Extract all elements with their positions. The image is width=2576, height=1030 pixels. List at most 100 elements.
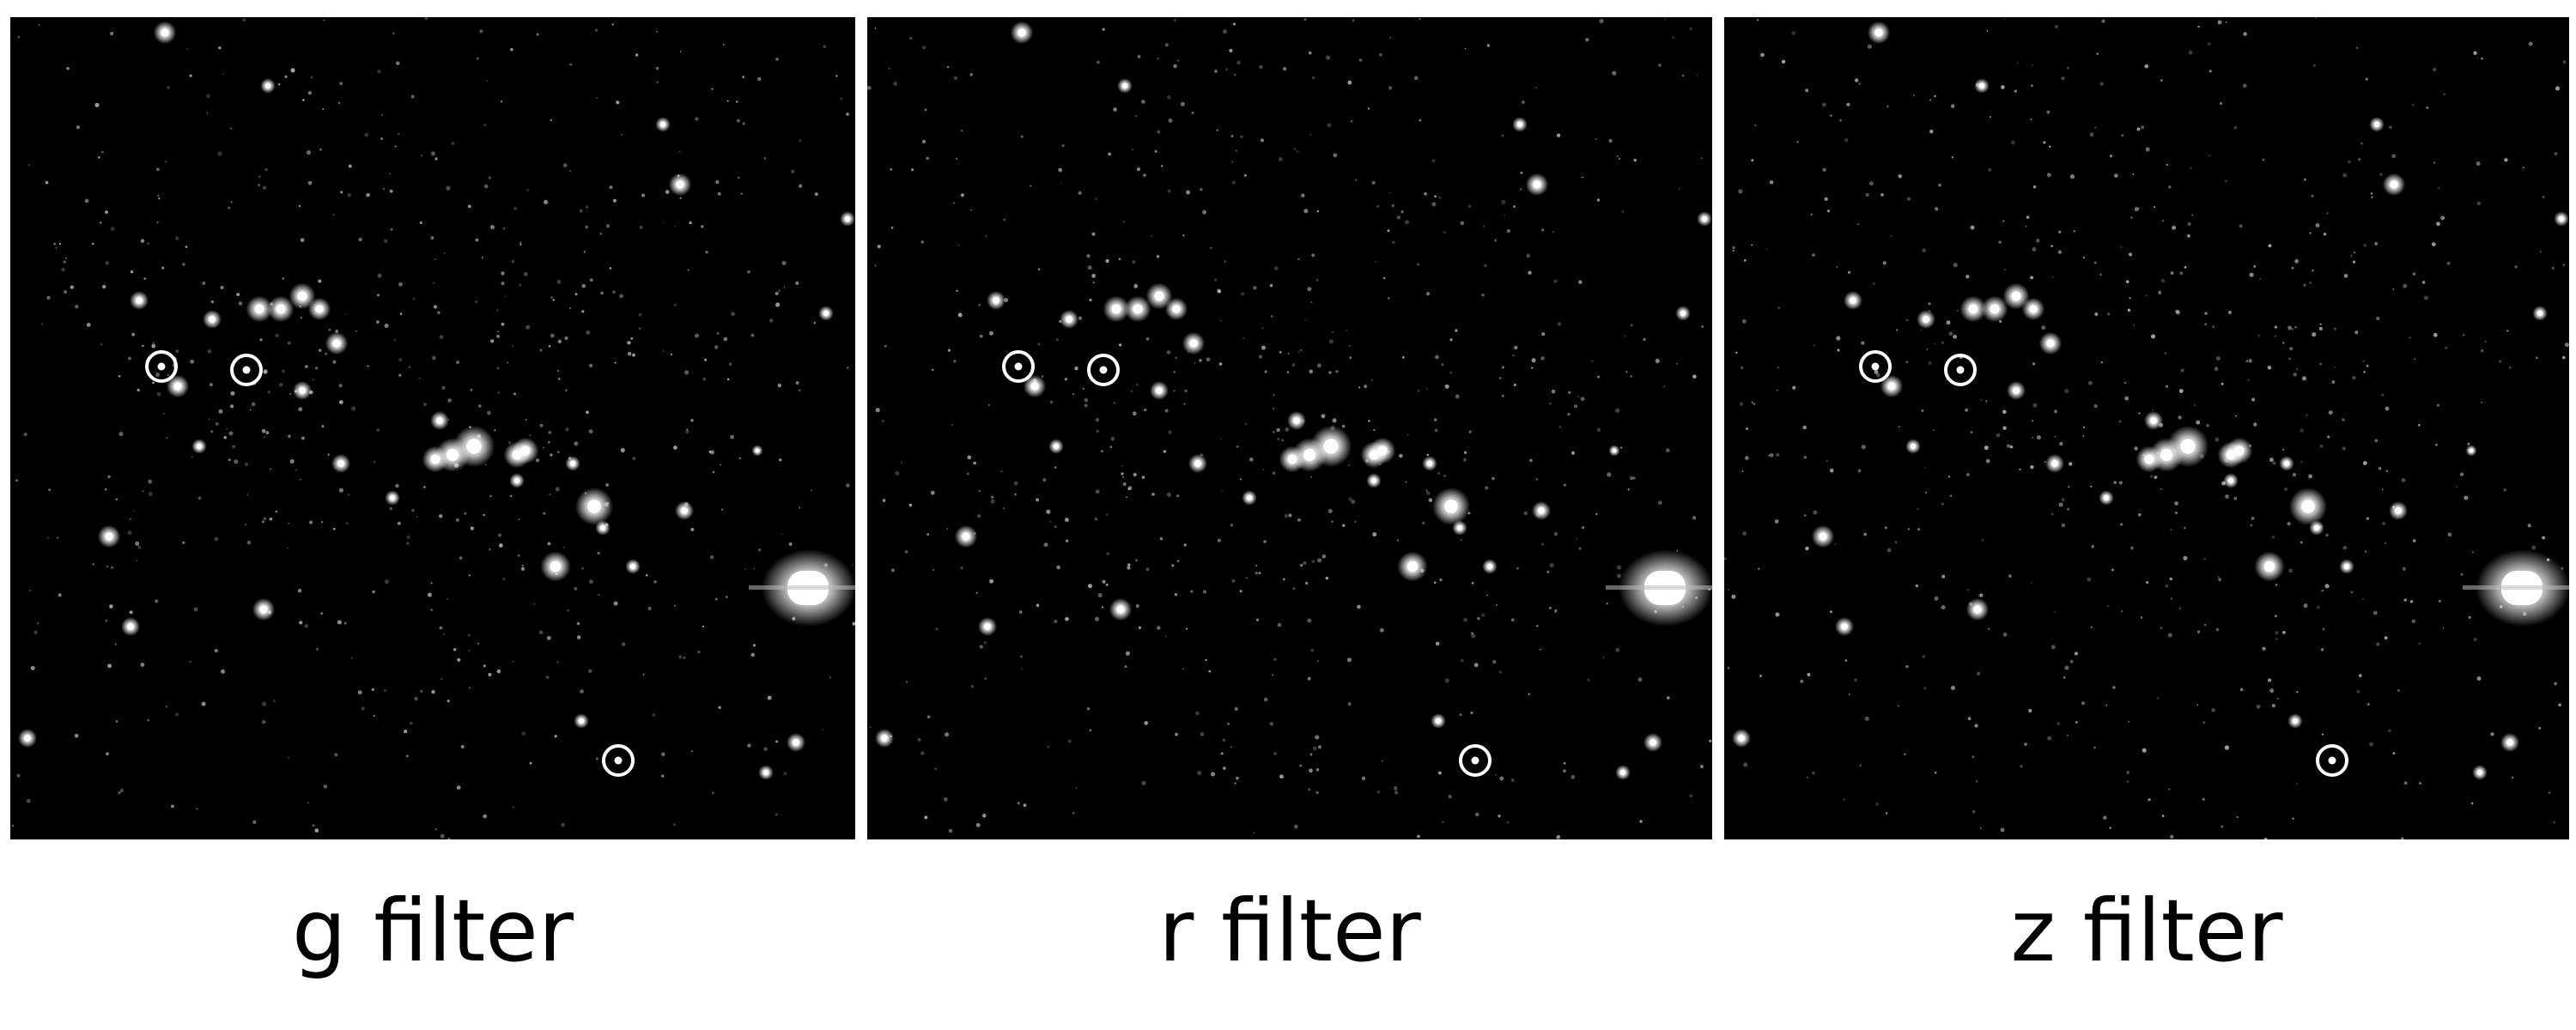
faint-star	[1309, 753, 1313, 756]
faint-star	[1186, 190, 1191, 195]
faint-star	[2356, 689, 2360, 694]
faint-star	[1444, 678, 1449, 683]
faint-star	[2445, 346, 2448, 349]
faint-star	[2257, 334, 2260, 337]
faint-star	[2442, 627, 2445, 629]
faint-star	[483, 124, 487, 127]
faint-star	[2242, 83, 2247, 88]
faint-star	[2509, 367, 2512, 369]
faint-star	[2473, 638, 2477, 642]
faint-star	[846, 483, 850, 488]
faint-star	[1273, 266, 1279, 270]
faint-star	[1400, 210, 1404, 214]
faint-star	[1255, 564, 1258, 566]
faint-star	[1803, 456, 1807, 459]
faint-star	[455, 518, 459, 523]
faint-star	[2054, 435, 2057, 438]
faint-star	[569, 170, 571, 173]
faint-star	[1504, 215, 1505, 217]
faint-star	[2374, 241, 2379, 245]
faint-star	[1287, 352, 1291, 355]
faint-star	[2436, 403, 2439, 407]
faint-star	[1574, 404, 1578, 409]
faint-star	[2178, 607, 2181, 609]
faint-star	[1630, 324, 1633, 327]
faint-star	[2402, 566, 2406, 571]
faint-star	[1941, 502, 1944, 506]
faint-star	[2239, 224, 2243, 228]
faint-star	[1627, 488, 1630, 491]
faint-star	[1020, 135, 1024, 138]
faint-star	[142, 344, 144, 348]
faint-star	[2067, 507, 2070, 511]
faint-star	[1728, 589, 1729, 591]
faint-star	[2179, 271, 2184, 276]
faint-star	[1951, 156, 1954, 159]
faint-star	[1262, 469, 1265, 471]
faint-star	[1731, 594, 1736, 599]
faint-star	[1084, 403, 1088, 408]
faint-star	[967, 455, 972, 460]
faint-star	[956, 157, 958, 160]
faint-star	[347, 193, 351, 197]
faint-star	[1037, 268, 1041, 271]
faint-star	[1163, 450, 1167, 453]
faint-star	[1905, 360, 1908, 363]
bright-star	[2283, 460, 2290, 467]
faint-star	[1912, 94, 1916, 97]
faint-star	[526, 189, 529, 191]
faint-star	[1880, 192, 1884, 197]
caption-z-filter: z filter	[2010, 881, 2283, 981]
faint-star	[701, 225, 704, 228]
faint-star	[1970, 431, 1973, 434]
faint-star	[1858, 82, 1862, 86]
faint-star	[1826, 459, 1828, 462]
faint-star	[1727, 667, 1730, 670]
faint-star	[2511, 776, 2514, 779]
faint-star	[507, 440, 512, 445]
faint-star	[2233, 496, 2238, 500]
faint-star	[1263, 540, 1267, 543]
faint-star	[973, 461, 976, 465]
faint-star	[1864, 716, 1869, 721]
faint-star	[1498, 815, 1501, 818]
faint-star	[2030, 276, 2034, 280]
faint-star	[1431, 202, 1437, 207]
faint-star	[2350, 255, 2353, 257]
faint-star	[556, 661, 559, 663]
faint-star	[1765, 248, 1768, 251]
bleed-streak	[2463, 585, 2569, 590]
faint-star	[1332, 418, 1337, 423]
faint-star	[288, 341, 291, 345]
faint-star	[201, 701, 206, 706]
faint-star	[373, 715, 375, 718]
faint-star	[1164, 635, 1167, 638]
faint-star	[1934, 771, 1937, 774]
faint-star	[2114, 173, 2118, 178]
faint-star	[1106, 552, 1109, 555]
faint-star	[678, 655, 683, 659]
faint-star	[1127, 566, 1131, 570]
faint-star	[430, 609, 433, 611]
faint-star	[2431, 242, 2436, 246]
faint-star	[339, 82, 343, 86]
faint-star	[337, 101, 341, 105]
faint-star	[2025, 225, 2027, 227]
faint-star	[2433, 67, 2437, 72]
faint-star	[1756, 19, 1759, 21]
faint-star	[1563, 761, 1566, 765]
target-star	[614, 756, 623, 765]
faint-star	[1442, 821, 1445, 824]
faint-star	[2379, 173, 2383, 177]
target-circle-marker	[145, 350, 178, 383]
faint-star	[781, 261, 787, 265]
faint-star	[2548, 791, 2551, 794]
faint-star	[1549, 563, 1554, 568]
faint-star	[2010, 140, 2015, 145]
faint-star	[2352, 376, 2356, 380]
faint-star	[2134, 207, 2139, 212]
faint-star	[557, 339, 562, 344]
faint-star	[561, 822, 565, 827]
faint-star	[920, 240, 924, 244]
faint-star	[2312, 332, 2317, 337]
